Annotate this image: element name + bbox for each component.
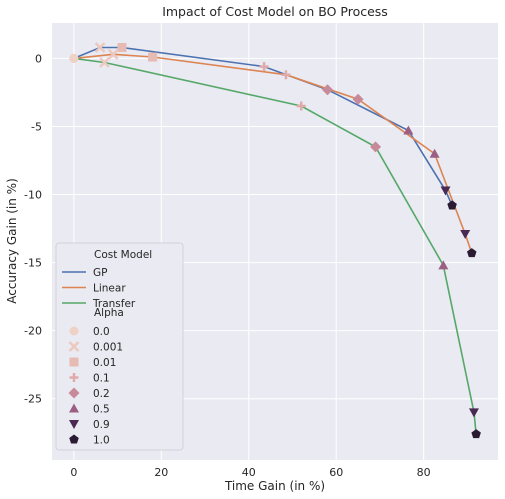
legend-marker-alpha: [69, 403, 79, 413]
y-tick-label: -10: [24, 189, 42, 202]
data-point-gp: [94, 42, 106, 53]
legend-marker-alpha: [69, 326, 79, 336]
data-point-transfer: [69, 53, 79, 63]
x-tick-label: 40: [242, 466, 256, 479]
legend-label-alpha: 0.01: [93, 357, 116, 369]
data-point-linear: [467, 248, 477, 258]
legend-marker-alpha: [68, 341, 80, 352]
legend-marker-alpha: [69, 420, 79, 429]
legend-label-alpha: 0.0: [93, 326, 110, 338]
data-point-linear: [107, 48, 119, 60]
data-point-transfer: [296, 101, 306, 111]
legend-title-alpha: Alpha: [94, 307, 124, 319]
y-tick-label: -15: [24, 257, 42, 270]
data-markers: [69, 42, 481, 439]
x-tick-label: 0: [70, 466, 77, 479]
legend-alpha-entries: 0.0 0.001 0.01 0.1 0.2 0.5 0.9 1.0: [68, 326, 123, 447]
legend-marker-alpha: [68, 387, 80, 399]
x-tick-label: 80: [417, 466, 431, 479]
data-point-linear: [148, 52, 158, 62]
data-point-transfer: [370, 141, 382, 153]
legend-label-gp: GP: [93, 267, 107, 279]
legend-label-alpha: 0.5: [93, 404, 110, 416]
y-tick-label: -25: [24, 393, 42, 406]
legend-label-alpha: 0.9: [93, 419, 110, 431]
legend-label-alpha: 0.2: [93, 388, 110, 400]
chart-title: Impact of Cost Model on BO Process: [162, 4, 388, 19]
legend-box: [55, 242, 184, 451]
y-tick-label: 0: [35, 52, 42, 65]
legend-title-cost-model: Cost Model: [94, 249, 152, 261]
legend-marker-alpha: [69, 434, 79, 444]
legend-label-transfer: Transfer: [92, 298, 136, 310]
tick-labels: 0 20 40 60 80 0 -5 -10 -15 -20 -25: [24, 52, 431, 479]
data-point-transfer: [99, 57, 110, 68]
data-point-gp: [440, 186, 451, 196]
data-point-transfer: [471, 429, 481, 439]
legend-label-linear: Linear: [93, 283, 126, 295]
data-point-transfer: [438, 260, 449, 270]
data-point-linear: [281, 70, 291, 80]
legend-series-entries: GP Linear Transfer: [62, 267, 136, 310]
x-tick-label: 20: [154, 466, 168, 479]
legend-label-alpha: 1.0: [93, 435, 110, 447]
data-point-transfer: [468, 408, 479, 418]
data-point-gp: [403, 125, 414, 135]
data-point-gp: [321, 84, 333, 96]
y-tick-label: -20: [24, 325, 42, 338]
legend-marker-alpha: [69, 357, 79, 367]
data-point-gp: [117, 43, 127, 53]
data-point-linear: [460, 230, 471, 240]
y-axis-label: Accuracy Gain (in %): [5, 178, 19, 304]
data-point-gp: [447, 200, 457, 210]
series-line-linear: [73, 53, 473, 254]
x-axis-label: Time Gain (in %): [224, 479, 325, 493]
x-tick-label: 60: [329, 466, 343, 479]
legend-label-alpha: 0.001: [93, 342, 123, 354]
data-point-linear: [429, 148, 440, 158]
data-point-linear: [352, 93, 364, 105]
y-tick-label: -5: [31, 120, 42, 133]
legend-label-alpha: 0.1: [93, 373, 110, 385]
data-point-gp: [259, 62, 269, 72]
legend-marker-alpha: [69, 373, 79, 382]
